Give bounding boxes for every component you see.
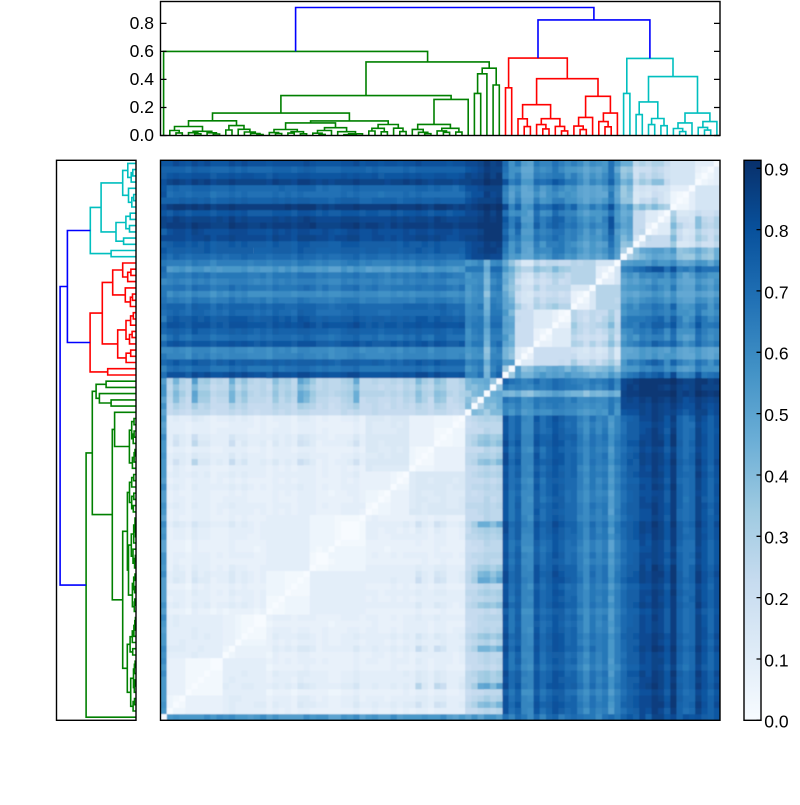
svg-text:0.3: 0.3 [764, 528, 788, 548]
svg-text:0.2: 0.2 [764, 589, 788, 609]
svg-text:0.9: 0.9 [764, 160, 788, 180]
svg-text:0.1: 0.1 [764, 650, 788, 670]
svg-text:0.4: 0.4 [764, 466, 789, 486]
svg-text:0.6: 0.6 [130, 41, 154, 61]
svg-text:0.0: 0.0 [130, 125, 155, 145]
svg-text:0.2: 0.2 [130, 97, 154, 117]
svg-text:0.0: 0.0 [764, 712, 789, 732]
svg-text:0.7: 0.7 [764, 282, 788, 302]
svg-text:0.6: 0.6 [764, 344, 788, 364]
svg-text:0.8: 0.8 [764, 221, 788, 241]
svg-text:0.4: 0.4 [130, 69, 155, 89]
svg-text:0.8: 0.8 [130, 13, 154, 33]
svg-text:0.5: 0.5 [764, 405, 788, 425]
